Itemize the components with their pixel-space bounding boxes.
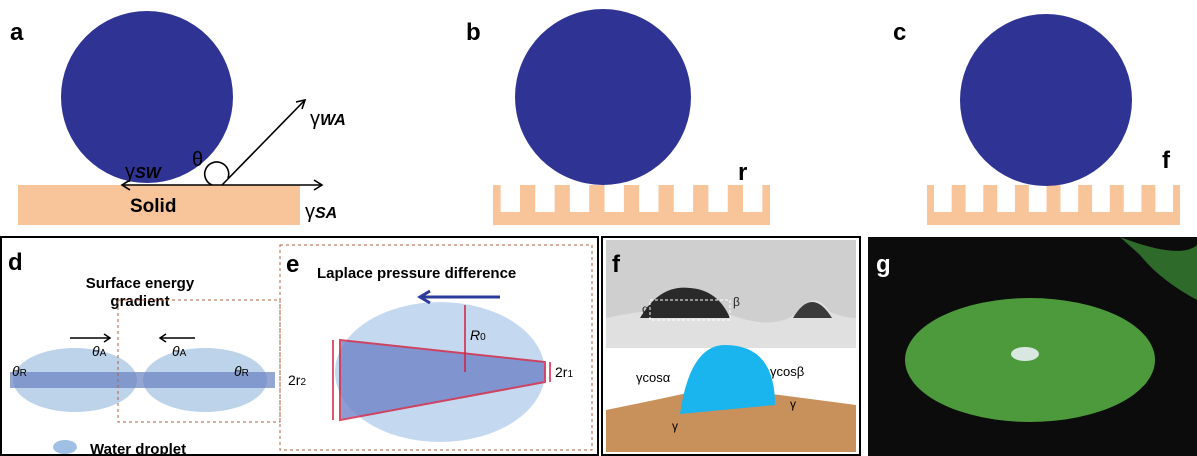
groove (1092, 185, 1110, 212)
right-force: γcosβ (770, 364, 804, 379)
droplet (680, 345, 775, 414)
solid (18, 185, 300, 225)
arrows (70, 333, 195, 343)
groove (1028, 185, 1047, 212)
groove (708, 185, 728, 212)
groove (500, 185, 521, 212)
droplet (61, 11, 233, 183)
solid-label: Solid (130, 196, 176, 217)
radius-label: R0 (470, 327, 486, 343)
groove (673, 185, 694, 212)
water-drop (1011, 347, 1039, 361)
groove (569, 185, 590, 212)
photo-leaf (1120, 237, 1197, 300)
droplet (515, 9, 691, 185)
force-arrows (120, 98, 324, 191)
gamma: γ (790, 397, 796, 411)
rough-surface (493, 185, 770, 225)
substrate (927, 185, 1180, 225)
photo-drop (793, 302, 832, 318)
legend-label: Water droplet (90, 441, 186, 456)
panel-label: g (876, 251, 891, 278)
groove (997, 185, 1015, 212)
legend-icon (53, 440, 77, 454)
d-title: Surface energy (86, 275, 195, 292)
panel-label: d (8, 249, 23, 276)
groove (742, 185, 763, 212)
substrate (493, 185, 770, 225)
cone-fiber (339, 338, 546, 422)
alpha: α (642, 302, 649, 316)
theta: θ (192, 149, 203, 171)
fiber (10, 372, 275, 388)
groove (535, 185, 555, 212)
e-title: Laplace pressure difference (317, 265, 516, 282)
left-force: γcosα (636, 370, 671, 385)
roughness-label: r (738, 159, 747, 186)
groove (965, 185, 984, 212)
groove (1060, 185, 1079, 212)
substrate (606, 389, 856, 452)
groove (1155, 185, 1174, 212)
gamma-sa: γSA (305, 201, 337, 223)
rough-surface (927, 185, 1180, 225)
panel-label: a (10, 19, 24, 46)
photo-drop (640, 287, 730, 318)
right-dim: 2r1 (555, 364, 573, 380)
groove (604, 185, 624, 212)
gamma: γ (672, 419, 678, 433)
zoom-panel (279, 244, 593, 451)
groove (639, 185, 659, 212)
angle: θA (172, 343, 187, 359)
gamma-wa: γWA (310, 108, 346, 130)
gamma-sw: γSW (125, 161, 163, 183)
beta: β (733, 295, 740, 309)
angle: θR (12, 363, 27, 379)
groove (1123, 185, 1142, 212)
panel-label: e (286, 251, 299, 278)
groove (933, 185, 952, 212)
panel-label: b (466, 19, 481, 46)
panel-label: c (893, 19, 906, 46)
motion-arrow (417, 289, 500, 305)
dash-box (649, 299, 731, 321)
fraction-label: f (1162, 147, 1171, 174)
angle: θA (92, 343, 107, 359)
droplet (960, 14, 1132, 186)
left-dim: 2r2 (288, 372, 306, 388)
panel-frame (0, 236, 599, 456)
panel-label: f (612, 251, 621, 278)
angle: θR (234, 363, 249, 379)
d-title: gradient (110, 293, 169, 310)
